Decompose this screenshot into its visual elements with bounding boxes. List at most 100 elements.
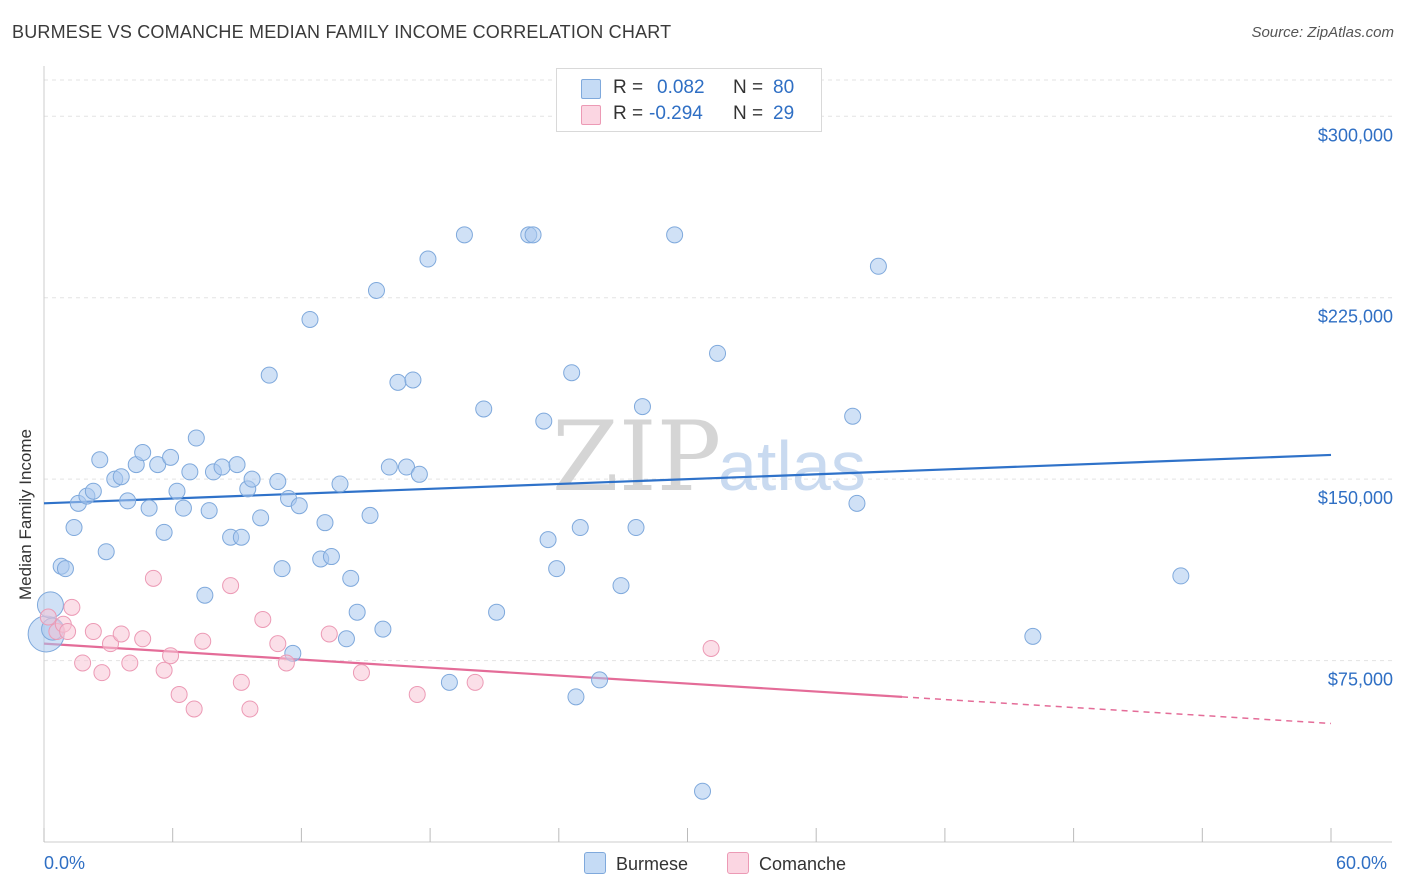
burmese-legend-swatch <box>584 852 606 874</box>
data-point-comanche <box>101 635 119 653</box>
data-point-burmese <box>475 400 493 418</box>
data-point-burmese <box>56 560 74 578</box>
data-point-comanche <box>39 608 57 626</box>
data-point-burmese <box>488 603 506 621</box>
data-point-comanche <box>84 623 102 641</box>
data-point-burmese <box>232 528 250 546</box>
data-point-burmese <box>119 492 137 510</box>
data-point-burmese <box>455 226 473 244</box>
data-point-burmese <box>168 482 186 500</box>
y-tick-label: $225,000 <box>1318 307 1393 327</box>
data-point-comanche <box>74 654 92 672</box>
data-point-comanche <box>320 625 338 643</box>
data-point-burmese <box>260 366 278 384</box>
data-point-burmese <box>548 560 566 578</box>
trend-line-comanche <box>43 642 903 698</box>
data-point-comanche <box>352 664 370 682</box>
y-tick-label: $150,000 <box>1318 488 1393 508</box>
trend-line-burmese <box>43 453 1332 505</box>
watermark-zip: ZIP <box>552 401 721 513</box>
data-point-comanche <box>63 598 81 616</box>
data-point-burmese <box>187 429 205 447</box>
data-point-comanche <box>112 625 130 643</box>
y-tick-labels: $75,000 $150,000 $225,000 $300,000 <box>1318 125 1393 689</box>
data-point-comanche <box>408 685 426 703</box>
data-point-burmese <box>337 630 355 648</box>
y-tick-label: $300,000 <box>1318 125 1393 145</box>
data-point-burmese <box>627 519 645 537</box>
data-point-burmese <box>65 519 83 537</box>
data-point-burmese <box>389 373 407 391</box>
watermark-atlas: atlas <box>718 427 866 505</box>
data-point-burmese <box>567 688 585 706</box>
data-point-burmese <box>709 344 727 362</box>
legend-label: Comanche <box>759 854 847 874</box>
data-point-burmese <box>563 364 581 382</box>
data-point-burmese <box>348 603 366 621</box>
r-label: R = <box>613 77 644 98</box>
legend-label: Burmese <box>616 854 689 874</box>
data-point-burmese <box>243 470 261 488</box>
data-point-burmese <box>1024 627 1042 645</box>
comanche-swatch <box>581 105 601 125</box>
trend-line-extension <box>901 696 1332 725</box>
source-label: Source: ZipAtlas.com <box>1251 24 1394 41</box>
data-point-comanche <box>466 673 484 691</box>
data-point-burmese <box>571 519 589 537</box>
data-point-comanche <box>241 700 259 718</box>
correlation-legend: R = 0.082 N = 80 R = -0.294 N = 29 <box>556 68 822 132</box>
data-point-comanche <box>162 647 180 665</box>
data-point-burmese <box>331 475 349 493</box>
data-point-comanche <box>254 610 272 628</box>
data-point-comanche <box>277 654 295 672</box>
data-point-burmese <box>213 458 231 476</box>
data-point-burmese <box>848 494 866 512</box>
data-point-burmese <box>844 407 862 425</box>
data-point-burmese <box>273 560 291 578</box>
chart-title: BURMESE VS COMANCHE MEDIAN FAMILY INCOME… <box>12 22 672 42</box>
data-point-burmese <box>380 458 398 476</box>
data-point-burmese <box>316 514 334 532</box>
data-point-burmese <box>252 509 270 527</box>
data-point-burmese <box>228 456 246 474</box>
data-point-burmese <box>404 371 422 389</box>
data-point-comanche <box>121 654 139 672</box>
gridlines <box>44 79 1392 662</box>
data-point-burmese <box>84 482 102 500</box>
data-point-burmese <box>869 257 887 275</box>
data-point-burmese <box>367 281 385 299</box>
data-point-burmese <box>1172 567 1190 585</box>
data-point-burmese <box>410 465 428 483</box>
r-label: R = <box>613 103 644 124</box>
data-point-burmese <box>374 620 392 638</box>
data-point-burmese <box>301 310 319 328</box>
n-label: N = <box>733 103 764 124</box>
data-point-burmese <box>398 458 416 476</box>
data-point-burmese <box>97 543 115 561</box>
legend-item-comanche: Comanche <box>727 852 846 875</box>
data-point-comanche <box>134 630 152 648</box>
data-point-burmese <box>174 499 192 517</box>
y-axis-label: Median Family Income <box>16 428 35 600</box>
burmese-swatch <box>581 79 601 99</box>
data-point-burmese <box>539 531 557 549</box>
data-point-comanche <box>702 639 720 657</box>
comanche-legend-swatch <box>727 852 749 874</box>
trend-lines <box>43 453 1332 725</box>
x-tick-label-max: 60.0% <box>1336 853 1388 873</box>
data-point-burmese <box>694 782 712 800</box>
data-points <box>27 226 1190 800</box>
axes <box>43 66 1392 843</box>
watermark: ZIP atlas <box>552 401 866 513</box>
data-point-burmese <box>591 671 609 689</box>
data-point-comanche <box>232 673 250 691</box>
data-point-comanche <box>222 577 240 595</box>
r-value: -0.294 <box>649 103 703 124</box>
data-point-comanche <box>155 661 173 679</box>
data-point-burmese <box>196 586 214 604</box>
n-value: 80 <box>773 77 795 98</box>
data-point-burmese <box>134 444 152 462</box>
data-point-burmese <box>419 250 437 268</box>
data-point-burmese <box>112 468 130 486</box>
